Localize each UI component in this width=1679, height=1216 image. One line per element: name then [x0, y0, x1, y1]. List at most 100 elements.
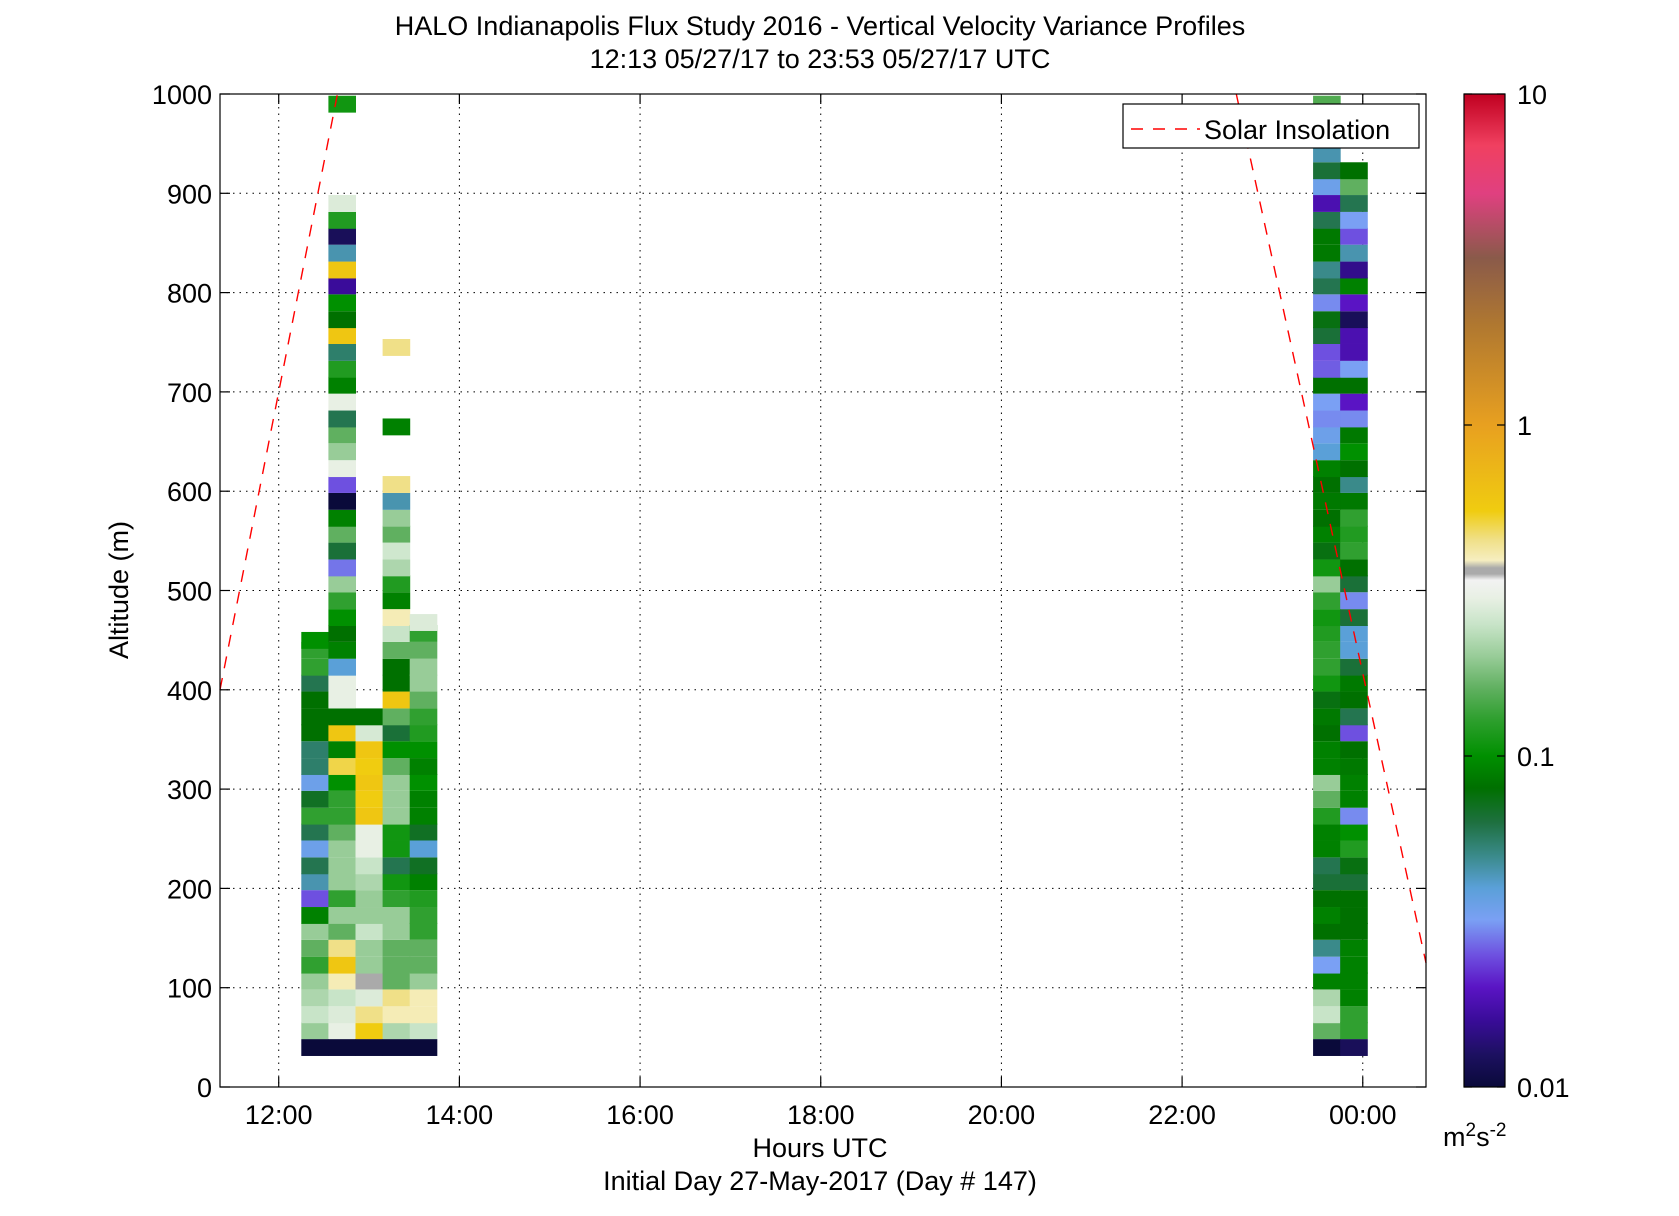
heatmap-cell — [382, 741, 411, 759]
heatmap-cell — [1313, 227, 1341, 245]
colorbar: 10 1 0.1 0.01 m2s-2 — [1443, 80, 1570, 1152]
heatmap-cell — [328, 758, 357, 775]
heatmap-cell — [328, 393, 357, 411]
heatmap-cell — [409, 1022, 438, 1040]
heatmap-cell — [1340, 162, 1368, 180]
solar-insolation-lines — [219, 93, 1427, 964]
y-axis-ticks: 0 100 200 300 400 500 600 700 800 900 1000 — [152, 80, 1426, 1103]
y-tick-label: 600 — [167, 477, 212, 507]
heatmap-cell — [1340, 907, 1368, 924]
heatmap-cell — [1313, 277, 1341, 295]
heatmap-cell — [409, 641, 438, 659]
heatmap-cell — [1340, 708, 1368, 726]
colorbar-ticks: 10 1 0.1 0.01 — [1464, 80, 1570, 1103]
heatmap-cell — [1340, 476, 1368, 493]
heatmap-cell — [382, 890, 411, 908]
colorbar-tick-label: 1 — [1517, 411, 1532, 441]
heatmap-cell — [301, 890, 329, 908]
heatmap-cell — [328, 261, 357, 279]
heatmap-cell — [1340, 261, 1368, 279]
heatmap-cell — [1313, 641, 1341, 659]
heatmap-cell — [382, 509, 411, 527]
heatmap-cell — [301, 939, 329, 957]
heatmap-cell — [1313, 972, 1341, 990]
y-tick-label: 800 — [167, 279, 212, 309]
heatmap-cell — [382, 1022, 411, 1040]
heatmap-cell — [355, 807, 384, 825]
heatmap-cell — [1313, 1039, 1341, 1056]
heatmap-cell — [1340, 807, 1368, 825]
x-tick-label: 14:00 — [426, 1100, 494, 1130]
heatmap-cell — [1340, 691, 1368, 709]
heatmap-cell — [1313, 807, 1341, 825]
y-tick-label: 300 — [167, 775, 212, 805]
heatmap-cell — [328, 542, 357, 560]
heatmap-cell — [328, 525, 357, 543]
heatmap-cell — [301, 857, 329, 875]
heatmap-cell — [382, 907, 411, 924]
heatmap-cell — [1313, 492, 1341, 510]
heatmap-cell — [301, 807, 329, 825]
heatmap-cell — [355, 989, 384, 1007]
heatmap-cell — [328, 311, 357, 329]
heatmap-cell — [1313, 327, 1341, 344]
heatmap-cell — [1313, 261, 1341, 279]
heatmap-cell — [409, 840, 438, 858]
heatmap-cell — [355, 857, 384, 875]
heatmap-cell — [1313, 741, 1341, 759]
x-tick-label: 20:00 — [968, 1100, 1036, 1130]
heatmap-cell — [355, 890, 384, 908]
heatmap-cell — [382, 989, 411, 1007]
heatmap-cell — [328, 609, 357, 627]
heatmap-cell — [328, 890, 357, 908]
heatmap-cell — [1340, 758, 1368, 775]
x-axis-ticks: 12:00 14:00 16:00 18:00 20:00 22:00 00:00 — [245, 94, 1397, 1130]
heatmap-cell — [409, 939, 438, 957]
heatmap-cell — [1340, 559, 1368, 577]
colorbar-tick-label: 0.01 — [1517, 1073, 1570, 1103]
heatmap-cell — [328, 376, 357, 394]
heatmap-cell — [355, 840, 384, 858]
heatmap-cell — [328, 509, 357, 527]
heatmap-cell — [355, 907, 384, 924]
heatmap-cell — [301, 1006, 329, 1024]
heatmap-cell — [1313, 658, 1341, 676]
heatmap-cell — [1340, 724, 1368, 742]
x-tick-label: 16:00 — [606, 1100, 674, 1130]
heatmap-cell — [1313, 211, 1341, 229]
heatmap-cell — [409, 691, 438, 709]
chart-subtitle: 12:13 05/27/17 to 23:53 05/27/17 UTC — [590, 44, 1051, 74]
heatmap-cell — [1340, 211, 1368, 229]
heatmap-cell — [409, 807, 438, 825]
heatmap-cell — [382, 339, 411, 356]
heatmap-cell — [1340, 525, 1368, 543]
heatmap-cell — [382, 708, 411, 726]
x-tick-label: 00:00 — [1329, 1100, 1397, 1130]
heatmap-cell — [382, 492, 411, 510]
heatmap-cell — [382, 790, 411, 808]
heatmap-cell — [301, 631, 329, 649]
heatmap-cell — [1313, 542, 1341, 560]
heatmap-cell — [1313, 857, 1341, 875]
heatmap-cell — [1313, 823, 1341, 841]
heatmap-cell — [328, 939, 357, 957]
heatmap-cell — [301, 758, 329, 775]
heatmap-cell — [1340, 509, 1368, 527]
heatmap-cell — [328, 476, 357, 493]
heatmap-cell — [382, 807, 411, 825]
heatmap-cell — [1313, 525, 1341, 543]
heatmap-cell — [1313, 922, 1341, 940]
heatmap-cell — [409, 857, 438, 875]
heatmap-cell — [301, 708, 329, 726]
legend: Solar Insolation — [1122, 103, 1420, 149]
heatmap-cell — [328, 773, 357, 791]
heatmap-cell — [1313, 343, 1341, 361]
legend-label: Solar Insolation — [1204, 115, 1390, 145]
heatmap-cell — [328, 658, 357, 676]
heatmap-cell — [1340, 857, 1368, 875]
heatmap-cell — [1340, 410, 1368, 428]
heatmap-cell — [301, 790, 329, 808]
heatmap-cell — [409, 790, 438, 808]
heatmap-cell — [1340, 674, 1368, 692]
heatmap-cell — [1340, 641, 1368, 659]
